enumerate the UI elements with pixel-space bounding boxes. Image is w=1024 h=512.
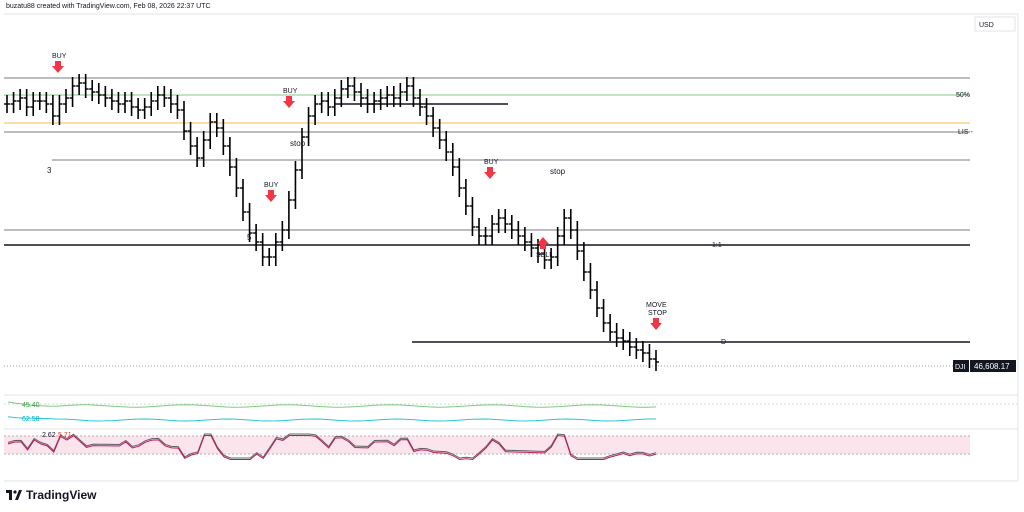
currency-box[interactable] [974,16,1016,32]
chart-caption: buzatu88 created with TradingView.com, F… [6,3,211,10]
level-lis-label: LIS - [958,129,973,136]
indicator-green-value: 45.40 [22,402,40,409]
price-bars [4,74,659,371]
wave-5-label: 5 [247,233,252,242]
stop-label-2: stop [550,167,566,176]
buy-arrow-4: BUY [484,159,499,179]
oscillator-line-a [7,433,657,459]
sell-arrow: SELL [536,237,553,259]
indicator-green-line [7,401,657,408]
oscillator-line-b [7,434,657,461]
currency-label: USD [979,22,994,29]
indicator-cyan-line [7,416,656,422]
stop-label-1: stop [290,139,306,148]
price-badge-value: 46,608.17 [974,362,1010,371]
tradingview-logo-icon [6,490,22,500]
level-d-label: D [721,339,726,346]
svg-text:BUY: BUY [484,159,499,166]
buy-arrow-1: BUY [52,53,67,73]
oscillator-value-a: 2.62 [42,432,56,439]
tradingview-logo-text: TradingView [26,488,97,502]
svg-text:MOVE: MOVE [646,302,667,309]
price-badge [970,360,1016,372]
svg-text:BUY: BUY [264,182,279,189]
svg-text:BUY: BUY [52,53,67,60]
level-50-label: 50% [956,92,970,99]
svg-text:BUY: BUY [283,88,298,95]
buy-arrow-3: BUY [283,88,298,108]
svg-text:STOP: STOP [648,310,667,317]
symbol-badge [953,360,969,372]
buy-arrow-2: BUY [264,182,279,202]
tradingview-logo[interactable]: TradingView [6,488,96,502]
svg-text:SELL: SELL [536,252,553,259]
symbol-badge-label: DJI [955,364,966,371]
indicator-cyan-value: 62.58 [22,416,40,423]
level-1to1-label: 1:1 [712,242,722,249]
wave-3-label: 3 [47,166,52,175]
oscillator-value-b: 5.71 [58,432,72,439]
